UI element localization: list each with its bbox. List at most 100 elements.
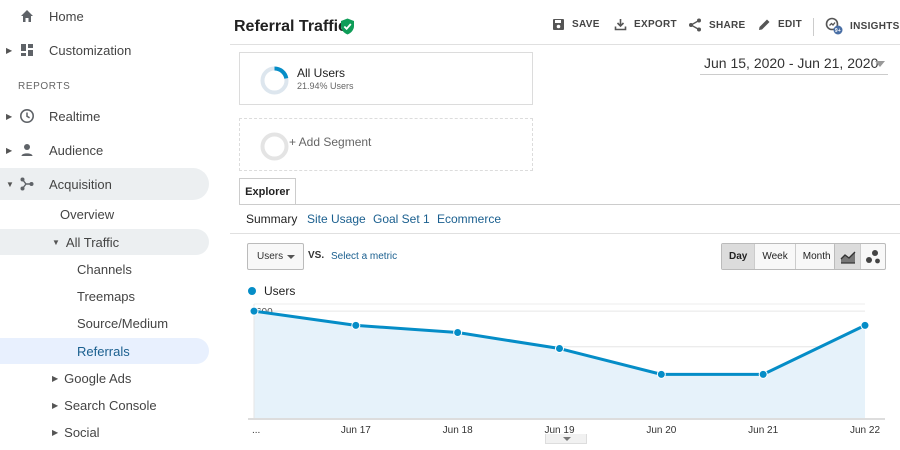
tab-explorer[interactable]: Explorer xyxy=(239,178,296,205)
sidebar-item-home[interactable]: Home xyxy=(0,1,209,31)
period-day-button[interactable]: Day xyxy=(722,244,755,269)
sidebar-item-audience[interactable]: ▶ Audience xyxy=(0,135,209,165)
sidebar-item-referrals[interactable]: Referrals xyxy=(77,338,130,364)
expand-arrow-icon: ▶ xyxy=(6,145,13,155)
bubble-chart-icon xyxy=(866,249,880,263)
add-segment-button[interactable]: + Add Segment xyxy=(239,118,533,171)
insights-button[interactable]: 9+ INSIGHTS xyxy=(825,17,900,35)
share-icon xyxy=(689,18,701,32)
data-point xyxy=(860,320,870,330)
subtab-goal-set[interactable]: Goal Set 1 xyxy=(373,212,430,226)
referrals-highlight xyxy=(0,338,209,364)
data-point xyxy=(453,328,463,337)
empty-segment-ring-icon xyxy=(260,132,289,161)
sidebar-item-source-medium[interactable]: Source/Medium xyxy=(77,310,168,336)
period-month-button[interactable]: Month xyxy=(794,244,838,269)
save-icon xyxy=(553,19,564,30)
expand-arrow-icon: ▶ xyxy=(6,111,13,121)
edit-label: EDIT xyxy=(778,19,802,30)
edit-pencil-icon xyxy=(759,19,770,30)
collapse-arrow-icon: ▼ xyxy=(6,179,14,189)
acquisition-icon xyxy=(18,175,36,193)
select-metric-link[interactable]: Select a metric xyxy=(331,251,398,262)
sidebar-item-label: Social xyxy=(64,424,100,440)
x-tick-label: Jun 22 xyxy=(850,425,880,436)
collapse-arrow-icon: ▼ xyxy=(52,237,60,247)
export-button[interactable]: EXPORT xyxy=(614,18,677,31)
check-mark xyxy=(343,23,352,31)
sidebar-item-treemaps[interactable]: Treemaps xyxy=(77,283,135,309)
verified-shield-icon xyxy=(341,18,354,35)
expand-arrow-icon: ▶ xyxy=(52,400,59,410)
clock-icon xyxy=(18,107,36,125)
share-label: SHARE xyxy=(709,19,746,31)
sidebar: Home ▶ Customization REPORTS ▶ Realtime … xyxy=(0,0,222,450)
subtab-divider xyxy=(230,233,900,234)
save-label: SAVE xyxy=(572,19,600,30)
data-point xyxy=(656,369,666,379)
acquisition-highlight xyxy=(0,168,209,200)
sidebar-item-customization[interactable]: ▶ Customization xyxy=(0,35,209,65)
report-header: Referral Traffic SAVE EXPORT SHARE EDIT … xyxy=(230,10,900,44)
x-tick-label: Jun 20 xyxy=(646,425,676,436)
motion-chart-button[interactable] xyxy=(860,244,885,269)
sidebar-item-realtime[interactable]: ▶ Realtime xyxy=(0,101,209,131)
metric-select[interactable]: Users xyxy=(247,243,304,270)
chevron-down-icon xyxy=(287,255,295,259)
insights-badge: 9+ xyxy=(835,28,841,34)
subtab-site-usage[interactable]: Site Usage xyxy=(307,212,366,226)
segment-share-arc xyxy=(260,66,289,95)
sidebar-item-search-console[interactable]: ▶ Search Console xyxy=(52,392,157,418)
sidebar-item-social[interactable]: ▶ Social xyxy=(52,419,100,445)
sidebar-item-label: All Traffic xyxy=(65,234,120,250)
edit-button[interactable]: EDIT xyxy=(758,18,802,31)
segment-all-users[interactable]: All Users 21.94% Users xyxy=(239,52,533,105)
header-divider xyxy=(230,44,900,45)
sidebar-item-label: Overview xyxy=(60,206,115,222)
sidebar-item-overview[interactable]: Overview xyxy=(60,201,114,227)
sidebar-item-label: Home xyxy=(49,8,84,24)
sidebar-item-label: Realtime xyxy=(49,108,101,124)
all-traffic-highlight xyxy=(0,229,209,255)
line-chart-button[interactable] xyxy=(835,244,860,269)
x-tick-label: Jun 19 xyxy=(544,425,574,436)
sidebar-item-label: Referrals xyxy=(77,343,130,359)
chart-resize-handle[interactable] xyxy=(545,434,587,444)
segment-percentage: 21.94% Users xyxy=(297,81,354,91)
series-area xyxy=(254,311,865,418)
sidebar-item-all-traffic[interactable]: ▼ All Traffic xyxy=(52,229,119,255)
line-chart-icon xyxy=(840,251,855,264)
save-button[interactable]: SAVE xyxy=(552,18,600,31)
sidebar-item-google-ads[interactable]: ▶ Google Ads xyxy=(52,365,131,391)
subtab-summary[interactable]: Summary xyxy=(246,212,298,226)
reports-section-label: REPORTS xyxy=(18,81,71,92)
date-range-picker[interactable]: Jun 15, 2020 - Jun 21, 2020 xyxy=(704,55,879,71)
sidebar-item-label: Google Ads xyxy=(64,370,132,386)
sidebar-item-acquisition[interactable]: ▼ Acquisition xyxy=(0,169,209,199)
chart-legend[interactable]: Users xyxy=(248,284,295,298)
x-tick-label: ... xyxy=(252,425,260,436)
insights-icon: 9+ xyxy=(825,17,843,35)
sidebar-item-label: Channels xyxy=(77,261,132,277)
legend-swatch xyxy=(248,287,256,295)
segment-donut-icon xyxy=(260,66,289,95)
sidebar-item-channels[interactable]: Channels xyxy=(77,256,132,282)
period-toggle: Day Week Month xyxy=(721,243,839,270)
sidebar-item-label: Source/Medium xyxy=(77,315,169,331)
sidebar-item-label: Audience xyxy=(49,142,104,158)
date-dropdown-icon[interactable] xyxy=(875,61,885,67)
dashboard-icon xyxy=(18,41,36,59)
period-week-button[interactable]: Week xyxy=(754,244,794,269)
subtab-ecommerce[interactable]: Ecommerce xyxy=(437,212,502,226)
share-button[interactable]: SHARE xyxy=(688,18,746,32)
metric-select-value: Users xyxy=(257,251,284,262)
expand-arrow-icon: ▶ xyxy=(52,373,59,383)
sidebar-item-label: Acquisition xyxy=(49,176,112,192)
vs-label: VS. xyxy=(308,250,325,261)
data-point xyxy=(351,320,361,330)
export-icon xyxy=(614,19,627,31)
insights-label: INSIGHTS xyxy=(850,20,900,32)
data-point xyxy=(758,369,768,379)
home-icon xyxy=(18,7,36,25)
